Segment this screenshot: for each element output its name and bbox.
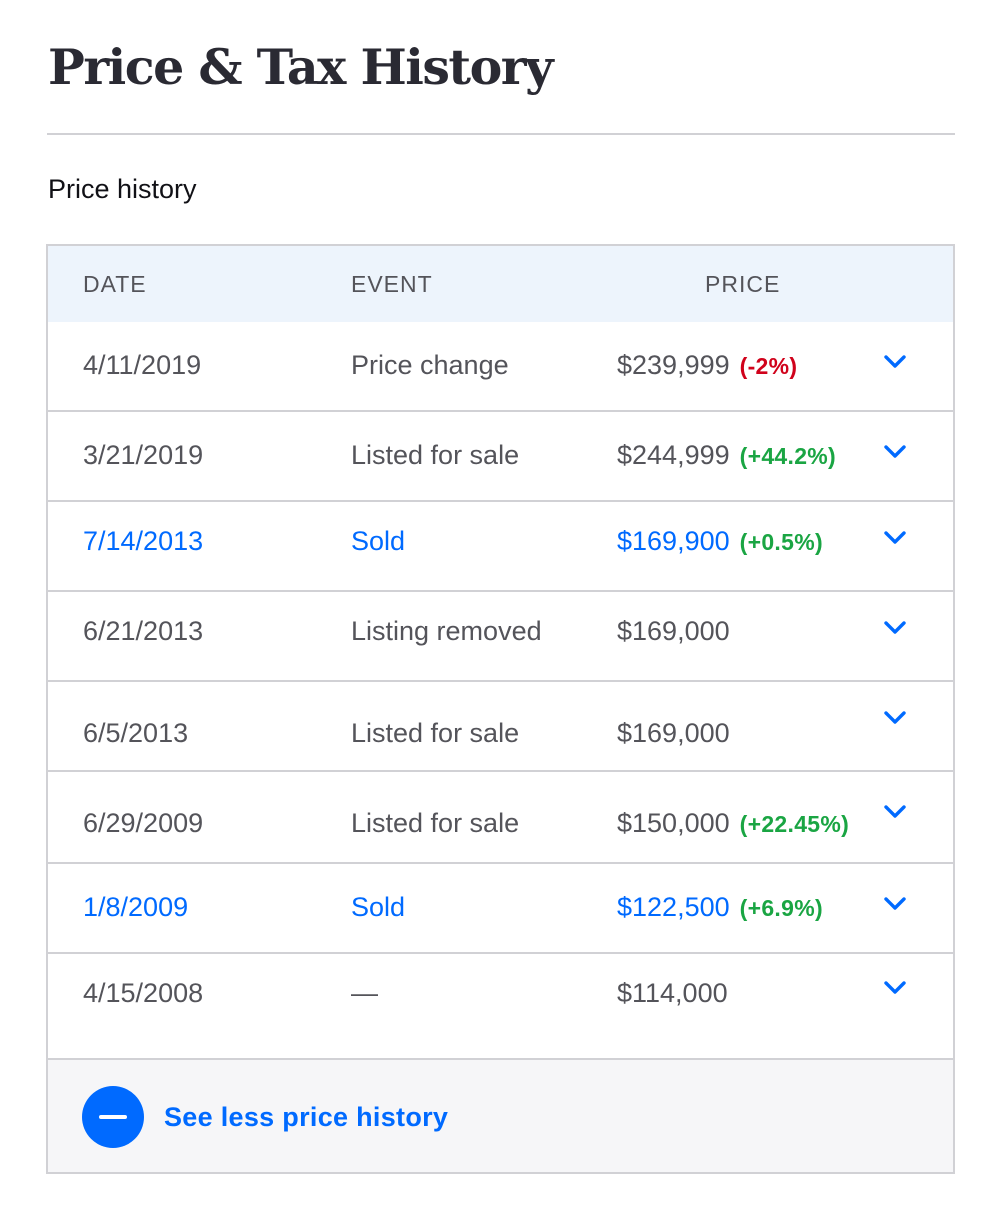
minus-circle-icon [82,1086,144,1148]
row-date: 4/11/2019 [83,350,202,380]
table-header: DATE EVENT PRICE [48,246,953,322]
row-price-cell[interactable]: $122,500 (+6.9%) [617,890,823,925]
table-row[interactable]: 6/21/2013 Listing removed $169,000 [48,592,953,682]
row-date[interactable]: 7/14/2013 [83,526,204,556]
chevron-down-icon[interactable] [882,614,908,640]
row-price: $244,999 [617,440,730,470]
table-footer: See less price history [48,1060,953,1172]
row-price: $114,000 [617,978,728,1008]
chevron-down-icon[interactable] [882,974,908,1000]
row-price[interactable]: $122,500 [617,892,730,922]
row-event[interactable]: Sold [351,892,406,922]
row-event: Listed for sale [351,718,520,748]
row-event: — [351,978,378,1008]
row-date: 4/15/2008 [83,978,204,1008]
chevron-down-icon[interactable] [882,438,908,464]
row-price-cell: $169,000 [617,716,730,750]
see-less-price-history-button[interactable]: See less price history [82,1086,448,1148]
page-title: Price & Tax History [48,38,554,96]
row-price: $169,000 [617,718,730,748]
row-price-cell: $114,000 [617,976,728,1010]
table-row[interactable]: 3/21/2019 Listed for sale $244,999 (+44.2%) [48,412,953,502]
row-price-cell[interactable]: $169,900 (+0.5%) [617,524,823,559]
chevron-down-icon[interactable] [882,348,908,374]
row-price: $169,000 [617,616,730,646]
row-event[interactable]: Sold [351,526,406,556]
chevron-down-icon[interactable] [882,704,908,730]
row-date[interactable]: 1/8/2009 [83,892,189,922]
row-date: 6/5/2013 [83,718,189,748]
price-history-table: DATE EVENT PRICE 4/11/2019 Price change $2… [46,244,955,1174]
row-event: Listed for sale [351,440,520,470]
row-event: Listed for sale [351,808,520,838]
row-date: 3/21/2019 [83,440,204,470]
event-column-header: EVENT [351,271,433,297]
row-event: Price change [351,350,509,380]
table-row[interactable]: 7/14/2013 Sold $169,900 (+0.5%) [48,502,953,592]
table-row[interactable]: 4/15/2008 — $114,000 [48,954,953,1060]
row-price: $150,000 [617,808,730,838]
row-date: 6/29/2009 [83,808,204,838]
chevron-down-icon[interactable] [882,890,908,916]
row-price-cell: $239,999 (-2%) [617,348,797,383]
row-date: 6/21/2013 [83,616,204,646]
see-less-label: See less price history [164,1101,449,1132]
price-change-badge: (+6.9%) [739,895,823,921]
price-history-heading: Price history [48,174,197,204]
table-row[interactable]: 4/11/2019 Price change $239,999 (-2%) [48,322,953,412]
row-event: Listing removed [351,616,542,646]
price-column-header: PRICE [705,271,781,297]
row-price: $239,999 [617,350,730,380]
price-change-badge: (+0.5%) [739,529,823,555]
row-price-cell: $150,000 (+22.45%) [617,806,849,841]
row-price-cell: $169,000 [617,614,730,648]
price-change-badge: (+22.45%) [739,811,850,837]
chevron-down-icon[interactable] [882,524,908,550]
price-change-badge: (-2%) [739,353,798,379]
table-row[interactable]: 1/8/2009 Sold $122,500 (+6.9%) [48,864,953,954]
row-price[interactable]: $169,900 [617,526,730,556]
date-column-header: DATE [83,271,147,297]
section-divider [47,133,955,135]
row-price-cell: $244,999 (+44.2%) [617,438,836,473]
price-change-badge: (+44.2%) [739,443,836,469]
table-row[interactable]: 6/5/2013 Listed for sale $169,000 [48,682,953,772]
chevron-down-icon[interactable] [882,798,908,824]
table-row[interactable]: 6/29/2009 Listed for sale $150,000 (+22.45%… [48,772,953,864]
